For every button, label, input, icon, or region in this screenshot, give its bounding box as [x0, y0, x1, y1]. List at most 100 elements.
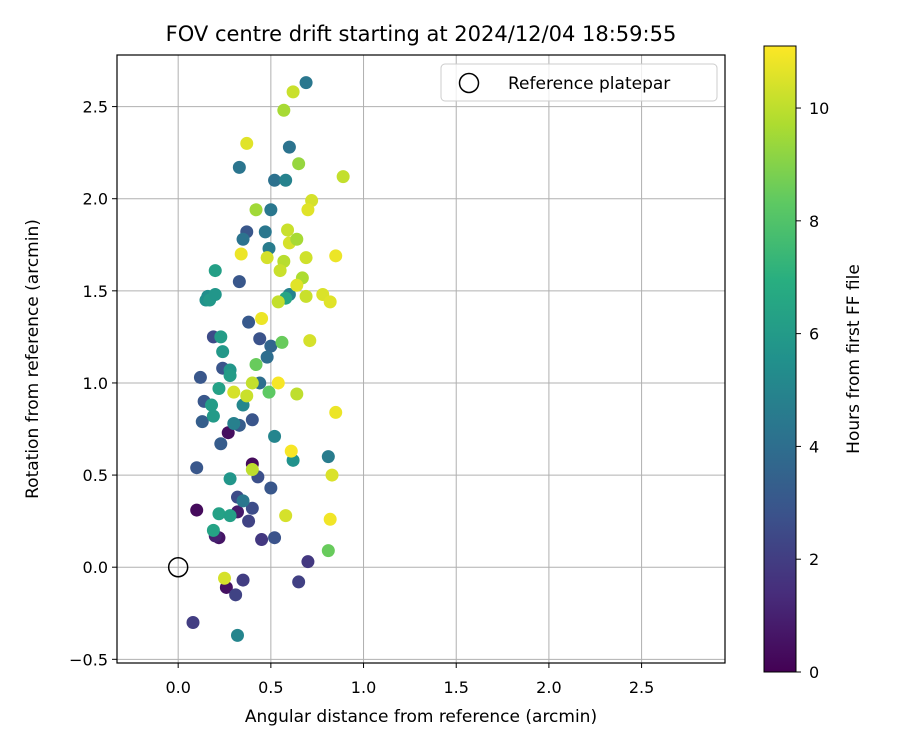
data-point [264, 339, 278, 353]
colorbar-tick-label: 2 [809, 550, 819, 569]
data-point [282, 140, 296, 154]
data-point [258, 225, 272, 239]
x-axis-label: Angular distance from reference (arcmin) [245, 707, 597, 727]
data-point [245, 501, 259, 515]
data-point [273, 264, 287, 278]
data-point [279, 509, 293, 523]
x-tick-label: 1.0 [351, 678, 376, 697]
data-point [214, 330, 228, 344]
data-point [190, 503, 204, 517]
data-point [242, 514, 256, 528]
y-tick-label: 2.5 [83, 98, 108, 117]
colorbar-gradient [763, 45, 797, 673]
data-point [290, 232, 304, 246]
grid-lines [117, 55, 725, 663]
data-point [240, 136, 254, 150]
data-point [271, 376, 285, 390]
data-point [212, 381, 226, 395]
legend-label: Reference platepar [508, 74, 670, 94]
data-point [193, 370, 207, 384]
data-point [262, 385, 276, 399]
y-axis-ticks: −0.5 0.0 0.5 1.0 1.5 2.0 2.5 [69, 98, 117, 669]
data-point [268, 429, 282, 443]
y-tick-label: 2.0 [83, 190, 108, 209]
data-point [232, 275, 246, 289]
data-point [292, 157, 306, 171]
data-point [195, 415, 209, 429]
data-point [321, 544, 335, 558]
data-point [329, 249, 343, 263]
data-point [205, 398, 219, 412]
x-axis-ticks: 0.0 0.5 1.0 1.5 2.0 2.5 [165, 663, 654, 697]
data-point [253, 332, 267, 346]
data-point [303, 334, 317, 348]
data-point [230, 628, 244, 642]
data-point [264, 203, 278, 217]
x-tick-label: 1.5 [443, 678, 468, 697]
legend-marker-icon [458, 72, 480, 94]
data-point [223, 472, 237, 486]
data-point [255, 311, 269, 325]
data-point [234, 247, 248, 261]
data-point [249, 203, 263, 217]
data-point [325, 468, 339, 482]
data-point [214, 437, 228, 451]
data-point [190, 461, 204, 475]
x-tick-label: 0.0 [165, 678, 190, 697]
data-point [245, 413, 259, 427]
data-point [223, 509, 237, 523]
chart-title: FOV centre drift starting at 2024/12/04 … [166, 22, 677, 46]
y-tick-label: 1.0 [83, 374, 108, 393]
data-point [260, 251, 274, 265]
data-point [229, 588, 243, 602]
data-point [216, 345, 230, 359]
data-point [245, 376, 259, 390]
data-point [301, 555, 315, 569]
colorbar-tick-label: 8 [809, 212, 819, 231]
colorbar-tick-label: 6 [809, 325, 819, 344]
data-point [212, 507, 226, 521]
data-point [223, 369, 237, 383]
data-point [286, 85, 300, 99]
data-point [218, 571, 232, 585]
data-point [260, 350, 274, 364]
data-point [290, 278, 304, 292]
data-point [323, 295, 337, 309]
data-point [271, 295, 285, 309]
colorbar: 0 2 4 6 8 10 Hours from first FF file [763, 45, 864, 682]
data-point [236, 232, 250, 246]
data-point [208, 288, 222, 302]
data-point [232, 160, 246, 174]
data-point [290, 387, 304, 401]
data-point [206, 409, 220, 423]
data-point [299, 76, 313, 90]
legend: Reference platepar [440, 63, 718, 102]
data-point [275, 335, 289, 349]
y-tick-label: −0.5 [69, 650, 108, 669]
data-point [227, 385, 241, 399]
data-point [301, 203, 315, 217]
data-point [277, 103, 291, 117]
data-point [255, 533, 269, 547]
data-point [268, 531, 282, 545]
data-point [284, 444, 298, 458]
data-point [236, 494, 250, 508]
data-point [299, 289, 313, 303]
colorbar-tick-label: 0 [809, 663, 819, 682]
colorbar-tick-label: 4 [809, 437, 819, 456]
colorbar-tick-label: 10 [809, 99, 829, 118]
colorbar-label: Hours from first FF file [844, 264, 864, 454]
data-point [249, 358, 263, 372]
data-point [208, 264, 222, 278]
data-point [299, 251, 313, 265]
reference-platepar-marker [167, 556, 189, 578]
y-tick-label: 0.5 [83, 466, 108, 485]
data-point [268, 173, 282, 187]
reference-marker-layer [167, 556, 189, 578]
data-point [279, 173, 293, 187]
y-axis-label: Rotation from reference (arcmin) [23, 219, 43, 499]
data-point [227, 416, 241, 430]
data-point [336, 170, 350, 184]
x-tick-label: 2.0 [536, 678, 561, 697]
